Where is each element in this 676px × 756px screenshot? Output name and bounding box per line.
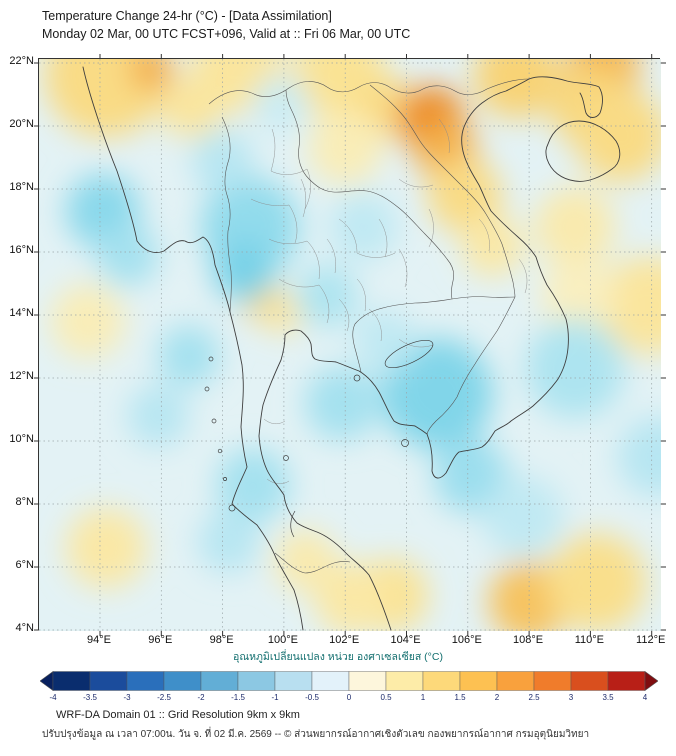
lon-label: 108°E	[513, 634, 544, 646]
colorbar-tick-label: 2	[494, 693, 500, 702]
page-title: Temperature Change 24-hr (°C) - [Data As…	[42, 9, 332, 23]
colorbar-tick-label: -1	[271, 693, 279, 702]
colorbar-tick-label: -3	[123, 693, 131, 702]
colorbar-tick-label: 4	[642, 693, 648, 702]
colorbar-gradient	[39, 670, 659, 692]
lon-label: 104°E	[390, 634, 421, 646]
coastline-layer	[82, 66, 621, 631]
country-borders-layer	[208, 78, 530, 574]
lat-label: 22°N	[9, 55, 34, 67]
colorbar-tick-label: -1.5	[231, 693, 245, 702]
colorbar-tick-label: -2	[197, 693, 205, 702]
footer-domain-info: WRF-DA Domain 01 :: Grid Resolution 9km …	[56, 709, 300, 721]
colorbar-tick-label: -3.5	[83, 693, 97, 702]
lon-label: 94°E	[87, 634, 111, 646]
map-canvas	[34, 54, 666, 636]
lat-label: 10°N	[9, 433, 34, 445]
footer-agency-info: ปรับปรุงข้อมูล ณ เวลา 07:00น. วัน จ. ที่…	[42, 729, 590, 740]
colorbar-tick-label: 1.5	[454, 693, 466, 702]
map-frame	[34, 54, 666, 636]
colorbar-tick-label: 2.5	[528, 693, 540, 702]
colorbar-tick-label: 0.5	[380, 693, 392, 702]
page-subtitle: Monday 02 Mar, 00 UTC FCST+096, Valid at…	[42, 27, 411, 41]
colorbar-tick-label: -0.5	[305, 693, 319, 702]
axis-tick-layer	[34, 54, 666, 636]
colorbar-tick-label: 3.5	[602, 693, 614, 702]
colorbar	[39, 670, 659, 696]
lat-label: 14°N	[9, 307, 34, 319]
lon-label: 102°E	[329, 634, 360, 646]
lat-label: 4°N	[15, 622, 34, 634]
lat-label: 12°N	[9, 370, 34, 382]
temperature-field-layer	[44, 59, 661, 631]
title-block: Temperature Change 24-hr (°C) - [Data As…	[42, 7, 410, 43]
lon-label: 110°E	[574, 634, 605, 646]
colorbar-tick-label: 3	[568, 693, 574, 702]
lat-label: 8°N	[15, 496, 34, 508]
lon-label: 100°E	[267, 634, 298, 646]
lat-label: 20°N	[9, 118, 34, 130]
lat-label: 6°N	[15, 559, 34, 571]
lat-label: 16°N	[9, 244, 34, 256]
colorbar-tick-label: -4	[49, 693, 57, 702]
lat-label: 18°N	[9, 181, 34, 193]
colorbar-tick-label: 1	[420, 693, 426, 702]
colorbar-tick-label: -2.5	[157, 693, 171, 702]
lon-label: 98°E	[209, 634, 234, 646]
lon-label: 106°E	[451, 634, 482, 646]
lon-label: 96°E	[148, 634, 173, 646]
colorbar-title: อุณหภูมิเปลี่ยนแปลง หน่วย องศาเซลเซียส (…	[233, 651, 443, 663]
colorbar-tick-label: 0	[346, 693, 352, 702]
islands-lakes-layer	[204, 339, 434, 538]
lon-label: 112°E	[636, 634, 666, 646]
grid-layer	[39, 59, 661, 631]
